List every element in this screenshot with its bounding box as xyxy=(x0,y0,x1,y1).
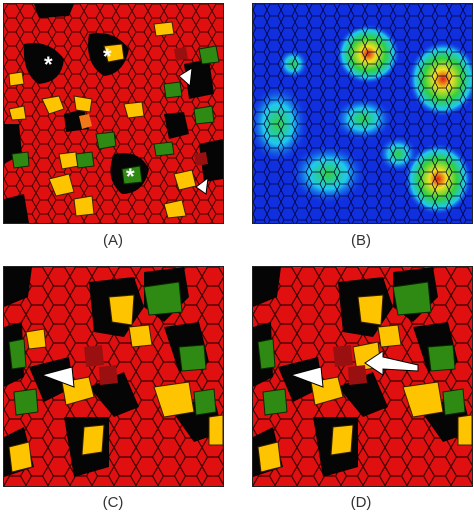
panel-b xyxy=(252,3,473,224)
asterisk-marker-3: * xyxy=(126,164,135,189)
asterisk-marker-2: * xyxy=(103,44,112,69)
arrowhead-icon-d xyxy=(289,366,324,388)
panel-d-image xyxy=(253,267,472,486)
darkred-cells-c xyxy=(84,345,118,385)
green-cells-c xyxy=(8,281,217,416)
panel-c-caption: (C) xyxy=(102,494,124,511)
dark-regions xyxy=(4,4,223,223)
arrowhead-icon-2 xyxy=(195,176,209,195)
darkred-cell-2 xyxy=(194,152,208,166)
green-cells-d xyxy=(257,281,466,416)
panel-a-image: * * * xyxy=(4,4,223,223)
panel-a-caption: (A) xyxy=(103,232,123,249)
panel-c-image xyxy=(4,267,223,486)
green-cells xyxy=(11,45,220,185)
panel-b-heatmap xyxy=(253,4,472,223)
asterisk-marker-1: * xyxy=(44,52,53,77)
panel-b-caption: (B) xyxy=(351,232,371,249)
darkred-cell xyxy=(174,47,188,61)
arrowhead-icon xyxy=(178,67,193,88)
panel-a: * * * xyxy=(3,3,224,224)
arrowhead-icon-c xyxy=(40,366,75,388)
panel-d xyxy=(252,266,473,487)
orange-cell xyxy=(79,114,92,129)
panel-d-caption: (D) xyxy=(350,494,372,511)
panel-c xyxy=(3,266,224,487)
arrow-left-icon xyxy=(364,350,419,376)
yellow-cells-d xyxy=(257,294,472,473)
darkred-cells-d xyxy=(333,345,367,385)
